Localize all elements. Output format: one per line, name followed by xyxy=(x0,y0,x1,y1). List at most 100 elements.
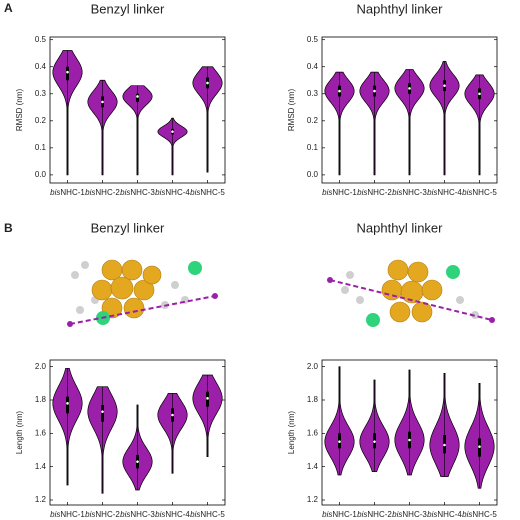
x-tick-label-part: NHC-5 xyxy=(200,510,225,519)
x-tick-label-part: NHC-3 xyxy=(402,188,427,197)
x-tick-label-part: bis xyxy=(120,188,130,197)
x-tick-label-part: bis xyxy=(357,510,367,519)
violin-median xyxy=(443,443,446,447)
x-tick-label-part: NHC-1 xyxy=(60,510,85,519)
x-tick-label-part: NHC-2 xyxy=(367,188,392,197)
y-tick-label: 0.5 xyxy=(35,35,47,44)
x-tick-label-part: NHC-5 xyxy=(200,188,225,197)
violin-median xyxy=(136,460,139,463)
violin-median xyxy=(408,438,411,442)
y-tick-label: 0.0 xyxy=(307,170,319,179)
violin-median xyxy=(373,440,376,443)
x-tick-label: bisNHC-1 xyxy=(50,510,85,519)
x-tick-label-part: bis xyxy=(85,188,95,197)
x-tick-label-part: bis xyxy=(155,510,165,519)
y-tick-label: 1.2 xyxy=(307,495,319,504)
violin-median xyxy=(206,81,209,85)
x-tick-label: bisNHC-3 xyxy=(392,510,427,519)
x-tick-label-part: bis xyxy=(85,510,95,519)
x-tick-label-part: bis xyxy=(462,188,472,197)
y-tick-label: 0.3 xyxy=(307,89,319,98)
y-axis-label: RMSD (nm) xyxy=(15,89,24,132)
x-tick-label: bisNHC-5 xyxy=(462,188,497,197)
x-tick-label: bisNHC-4 xyxy=(427,188,462,197)
x-tick-label-part: NHC-5 xyxy=(472,188,497,197)
panel-label: A xyxy=(4,1,13,15)
x-tick-label-part: NHC-3 xyxy=(130,188,155,197)
y-axis-label: Length (nm) xyxy=(15,411,24,454)
violin-median xyxy=(338,440,341,443)
x-tick-label-part: bis xyxy=(427,188,437,197)
violin-median xyxy=(373,89,376,93)
x-tick-label-part: bis xyxy=(322,510,332,519)
y-tick-label: 0.4 xyxy=(35,62,47,71)
violin-box xyxy=(101,405,104,422)
y-tick-label: 1.4 xyxy=(307,462,319,471)
x-tick-label: bisNHC-4 xyxy=(155,510,190,519)
violin-median xyxy=(206,397,209,400)
x-tick-label: bisNHC-5 xyxy=(462,510,497,519)
x-tick-label: bisNHC-1 xyxy=(322,188,357,197)
violin-median xyxy=(443,84,446,87)
x-tick-label-part: NHC-2 xyxy=(367,510,392,519)
y-tick-label: 1.8 xyxy=(307,395,319,404)
violin-median xyxy=(408,87,411,90)
x-tick-label: bisNHC-3 xyxy=(120,510,155,519)
violin-median xyxy=(66,70,69,74)
x-tick-label: bisNHC-4 xyxy=(155,188,190,197)
x-tick-label-part: bis xyxy=(322,188,332,197)
x-tick-label: bisNHC-2 xyxy=(85,188,120,197)
x-tick-label-part: bis xyxy=(190,188,200,197)
x-tick-label-part: NHC-4 xyxy=(437,188,462,197)
violin-median xyxy=(478,445,481,448)
panel-label: B xyxy=(4,221,13,235)
x-tick-label-part: bis xyxy=(120,510,130,519)
y-tick-label: 0.0 xyxy=(35,170,47,179)
y-tick-label: 0.3 xyxy=(35,89,47,98)
x-tick-label-part: bis xyxy=(392,188,402,197)
x-tick-label-part: NHC-1 xyxy=(332,188,357,197)
y-tick-label: 1.2 xyxy=(35,495,47,504)
y-tick-label: 2.0 xyxy=(35,362,47,371)
x-tick-label: bisNHC-2 xyxy=(357,510,392,519)
x-tick-label-part: bis xyxy=(462,510,472,519)
chart-title: Naphthyl linker xyxy=(357,220,444,235)
x-tick-label: bisNHC-5 xyxy=(190,510,225,519)
x-tick-label-part: NHC-4 xyxy=(437,510,462,519)
violin-median xyxy=(171,413,174,417)
y-tick-label: 0.4 xyxy=(307,62,319,71)
y-tick-label: 0.1 xyxy=(35,143,47,152)
violin-median xyxy=(338,89,341,93)
y-tick-label: 2.0 xyxy=(307,362,319,371)
y-tick-label: 0.1 xyxy=(307,143,319,152)
x-tick-label-part: NHC-5 xyxy=(472,510,497,519)
violin-box xyxy=(66,66,69,81)
violin-median xyxy=(136,95,139,98)
chart-title: Benzyl linker xyxy=(91,1,165,16)
x-tick-label: bisNHC-2 xyxy=(357,188,392,197)
y-tick-label: 1.4 xyxy=(35,462,47,471)
x-tick-label: bisNHC-1 xyxy=(50,188,85,197)
violin-median xyxy=(478,92,481,96)
y-axis-label: RMSD (nm) xyxy=(287,89,296,132)
x-tick-label-part: NHC-1 xyxy=(332,510,357,519)
x-tick-label-part: bis xyxy=(392,510,402,519)
chart-title: Benzyl linker xyxy=(91,220,165,235)
x-tick-label: bisNHC-4 xyxy=(427,510,462,519)
x-tick-label-part: bis xyxy=(427,510,437,519)
violin-box xyxy=(136,93,139,102)
x-tick-label-part: NHC-3 xyxy=(402,510,427,519)
y-tick-label: 1.6 xyxy=(307,428,319,437)
molecule-image xyxy=(67,259,218,327)
molecule-image xyxy=(327,259,495,327)
x-tick-label-part: bis xyxy=(50,510,60,519)
x-tick-label-part: bis xyxy=(190,510,200,519)
x-tick-label: bisNHC-2 xyxy=(85,510,120,519)
violin-median xyxy=(66,402,69,405)
chart-title: Naphthyl linker xyxy=(357,1,444,16)
x-tick-label: bisNHC-3 xyxy=(392,188,427,197)
x-tick-label-part: bis xyxy=(357,188,367,197)
violin-median xyxy=(101,410,104,413)
violin-box xyxy=(66,396,69,414)
